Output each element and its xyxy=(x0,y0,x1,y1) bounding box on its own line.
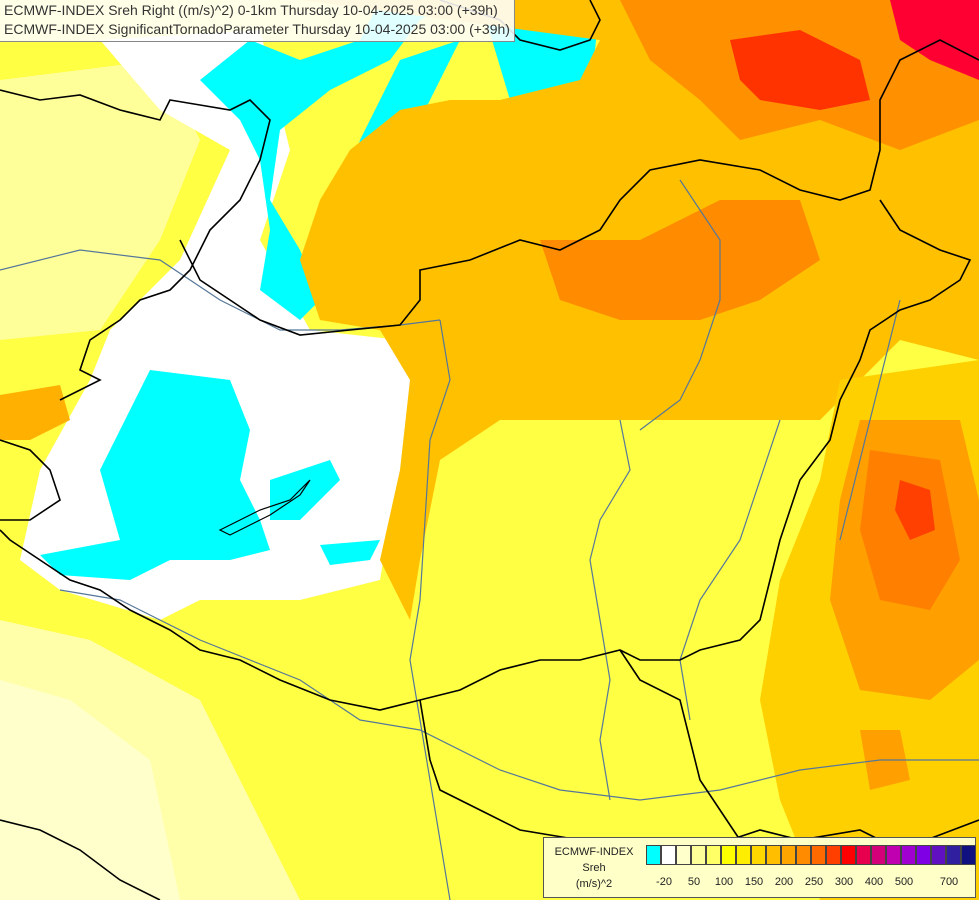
legend-swatch xyxy=(676,845,691,865)
legend-swatch xyxy=(901,845,916,865)
legend-tick-label: 250 xyxy=(804,876,824,888)
field-cyan-7 xyxy=(320,540,380,565)
legend-swatch xyxy=(856,845,871,865)
legend-swatch xyxy=(886,845,901,865)
legend-variable: Sreh xyxy=(582,862,606,874)
legend-tick-label: 500 xyxy=(894,876,914,888)
legend-unit: (m/s)^2 xyxy=(575,878,613,890)
legend-tick-label: -20 xyxy=(656,876,672,888)
legend-swatch xyxy=(796,845,811,865)
legend-tick-label: 100 xyxy=(714,876,734,888)
legend-tick-label: 700 xyxy=(939,876,959,888)
legend-swatch xyxy=(871,845,886,865)
legend-swatch xyxy=(751,845,766,865)
legend-swatch xyxy=(841,845,856,865)
field-red-east xyxy=(895,480,935,540)
legend-ticks: -20 50 100 150 200 250 300 400 500 700 xyxy=(646,876,976,890)
border xyxy=(179,39,979,336)
border xyxy=(0,199,972,711)
legend-swatch xyxy=(826,845,841,865)
border xyxy=(0,439,61,521)
river xyxy=(839,299,901,541)
river xyxy=(409,319,451,900)
legend-tick-label: 50 xyxy=(687,876,701,888)
legend-swatch xyxy=(736,845,751,865)
legend-swatch xyxy=(931,845,946,865)
legend-swatch xyxy=(946,845,961,865)
legend-swatches xyxy=(646,845,976,865)
field-red-north xyxy=(730,30,870,110)
legend-swatch xyxy=(961,845,976,865)
legend-swatch xyxy=(721,845,736,865)
title-line-2: ECMWF-INDEX SignificantTornadoParameter … xyxy=(4,21,510,37)
river xyxy=(59,589,979,801)
legend-swatch xyxy=(661,845,676,865)
field-darkorange-central xyxy=(540,200,820,320)
field-orange-west xyxy=(0,385,70,440)
legend-swatch xyxy=(766,845,781,865)
title-line-1: ECMWF-INDEX Sreh Right ((m/s)^2) 0-1km T… xyxy=(4,2,498,18)
legend-tick-label: 200 xyxy=(774,876,794,888)
field-pale-west xyxy=(0,60,200,340)
legend-tick-label: 150 xyxy=(744,876,764,888)
map-title: ECMWF-INDEX Sreh Right ((m/s)^2) 0-1km T… xyxy=(0,0,515,42)
field-cyan-1 xyxy=(110,0,460,320)
border xyxy=(0,89,271,401)
river xyxy=(679,419,781,721)
field-redpink-corner xyxy=(890,0,979,80)
legend-swatch xyxy=(916,845,931,865)
lake xyxy=(218,479,311,536)
river xyxy=(589,419,631,801)
river xyxy=(639,179,721,431)
legend-tick-label: 400 xyxy=(864,876,884,888)
legend-swatch xyxy=(691,845,706,865)
field-cyan-5 xyxy=(40,370,270,580)
legend-swatch xyxy=(706,845,721,865)
legend-tick-label: 300 xyxy=(834,876,854,888)
border xyxy=(619,649,741,841)
field-paler-southwest xyxy=(0,680,180,900)
field-cyan-6 xyxy=(270,460,340,520)
legend-swatch xyxy=(781,845,796,865)
legend-swatch xyxy=(646,845,661,865)
legend-swatch xyxy=(811,845,826,865)
legend-title: ECMWF-INDEX xyxy=(554,846,634,858)
border xyxy=(0,819,161,900)
color-legend: ECMWF-INDEX Sreh (m/s)^2 -20 50 100 150 200 2… xyxy=(543,837,976,898)
